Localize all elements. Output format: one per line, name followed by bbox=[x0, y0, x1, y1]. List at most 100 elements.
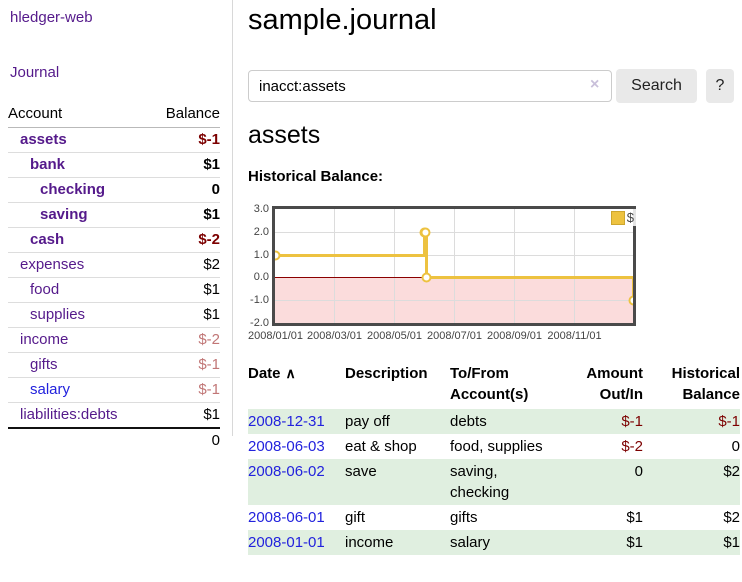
account-link[interactable]: assets bbox=[20, 131, 67, 148]
register-balance: $-1 bbox=[718, 413, 740, 430]
y-axis-tick: 0.0 bbox=[253, 271, 269, 283]
register-date-link[interactable]: 2008-06-02 bbox=[248, 463, 325, 480]
account-link[interactable]: liabilities:debts bbox=[20, 406, 118, 423]
register-accounts: gifts bbox=[450, 509, 478, 526]
register-date-link[interactable]: 2008-01-01 bbox=[248, 534, 325, 551]
account-balance: $1 bbox=[149, 402, 220, 428]
register-row: 2008-06-02 save saving, checking 0 $2 bbox=[248, 459, 740, 505]
sort-ascending-icon: ∧ bbox=[285, 365, 296, 381]
x-axis-tick: 2008/01/01 bbox=[247, 330, 304, 342]
account-balance: $1 bbox=[149, 277, 220, 303]
account-balance: $1 bbox=[149, 202, 220, 228]
register-row: 2008-12-31 pay off debts $-1 $-1 bbox=[248, 409, 740, 434]
balance-chart: 3.0 2.0 1.0 0.0 -1.0 -2.0 2008/01/01 2008/03/0… bbox=[248, 202, 668, 350]
legend-swatch-icon bbox=[610, 210, 625, 225]
register-row: 2008-06-01 gift gifts $1 $2 bbox=[248, 505, 740, 530]
register-date-link[interactable]: 2008-12-31 bbox=[248, 413, 325, 430]
account-row: bank $1 bbox=[8, 152, 220, 178]
account-balance: $2 bbox=[149, 252, 220, 278]
chart-plot-area bbox=[272, 206, 636, 326]
account-row: supplies $1 bbox=[8, 302, 220, 328]
search-input[interactable] bbox=[248, 70, 612, 102]
account-row: salary $-1 bbox=[8, 377, 220, 403]
register-amount: $-2 bbox=[621, 438, 643, 455]
chart-legend: $ bbox=[608, 209, 636, 226]
account-heading: assets bbox=[248, 121, 321, 149]
y-axis-tick: -2.0 bbox=[250, 317, 269, 329]
account-link[interactable]: bank bbox=[30, 156, 66, 173]
help-button[interactable]: ? bbox=[706, 69, 734, 103]
y-axis-tick: 3.0 bbox=[253, 203, 269, 215]
account-link[interactable]: checking bbox=[40, 181, 106, 198]
account-row: income $-2 bbox=[8, 327, 220, 353]
account-balance: $-1 bbox=[198, 131, 220, 148]
register-accounts: food, supplies bbox=[450, 438, 543, 455]
register-balance: $2 bbox=[723, 463, 740, 480]
register-amount: $1 bbox=[626, 509, 643, 526]
account-row: assets $-1 bbox=[8, 128, 220, 153]
sidebar: hledger-web Journal Account Balance asse… bbox=[0, 0, 233, 582]
register-row: 2008-06-03 eat & shop food, supplies $-2 0 bbox=[248, 434, 740, 459]
page-title: sample.journal bbox=[248, 4, 437, 36]
register-column-description: Description bbox=[345, 365, 428, 382]
register-column-date[interactable]: Date ∧ bbox=[248, 365, 296, 382]
account-row: expenses $2 bbox=[8, 252, 220, 278]
register-description: gift bbox=[345, 509, 366, 526]
chart-title: Historical Balance: bbox=[248, 168, 384, 185]
y-axis-tick: 2.0 bbox=[253, 226, 269, 238]
account-row: saving $1 bbox=[8, 202, 220, 228]
register-balance: $1 bbox=[723, 534, 740, 551]
register-amount: $-1 bbox=[621, 413, 643, 430]
account-balance: $-1 bbox=[149, 377, 220, 403]
register-date-cell: 2008-06-03 bbox=[248, 434, 345, 459]
register-amount: 0 bbox=[634, 463, 643, 480]
register-description: eat & shop bbox=[345, 438, 417, 455]
register-date-cell: 2008-06-01 bbox=[248, 505, 345, 530]
account-link[interactable]: gifts bbox=[30, 356, 58, 373]
register-balance: 0 bbox=[731, 438, 740, 455]
account-row: liabilities:debts $1 bbox=[8, 402, 220, 428]
account-link[interactable]: salary bbox=[30, 381, 71, 398]
account-balance: $1 bbox=[149, 152, 220, 178]
account-row: gifts $-1 bbox=[8, 352, 220, 378]
accounts-table: Account Balance assets $-1 bank $1 checking 0… bbox=[8, 101, 220, 453]
x-axis-tick: 2008/11/01 bbox=[547, 330, 602, 342]
account-balance: $-1 bbox=[149, 352, 220, 378]
accounts-column-account: Account bbox=[8, 101, 150, 128]
register-date-link[interactable]: 2008-06-03 bbox=[248, 438, 325, 455]
register-description: income bbox=[345, 534, 394, 551]
register-accounts: saving, checking bbox=[450, 463, 510, 501]
account-balance: $1 bbox=[149, 302, 220, 328]
register-date-link[interactable]: 2008-06-01 bbox=[248, 509, 325, 526]
y-axis-tick: 1.0 bbox=[253, 249, 269, 261]
y-axis-tick: -1.0 bbox=[250, 294, 269, 306]
register-column-balance: Historical Balance bbox=[671, 365, 740, 403]
accounts-column-balance: Balance bbox=[149, 101, 220, 128]
register-date-cell: 2008-12-31 bbox=[248, 409, 345, 434]
register-column-amount: Amount Out/In bbox=[586, 365, 643, 403]
register-table: Date ∧ Description To/From Account(s) Amo… bbox=[248, 363, 740, 555]
register-amount: $1 bbox=[626, 534, 643, 551]
register-date-cell: 2008-01-01 bbox=[248, 530, 345, 555]
accounts-total: 0 bbox=[149, 427, 220, 453]
account-link[interactable]: supplies bbox=[30, 306, 86, 323]
clear-search-icon[interactable]: × bbox=[590, 76, 600, 93]
search-button[interactable]: Search bbox=[616, 69, 697, 103]
brand-link[interactable]: hledger-web bbox=[10, 9, 93, 26]
register-accounts: debts bbox=[450, 413, 487, 430]
account-link[interactable]: cash bbox=[30, 231, 65, 248]
account-link[interactable]: food bbox=[30, 281, 60, 298]
register-description: save bbox=[345, 463, 377, 480]
legend-label: $ bbox=[626, 210, 634, 225]
account-link[interactable]: expenses bbox=[20, 256, 85, 273]
account-link[interactable]: saving bbox=[40, 206, 88, 223]
x-axis-tick: 2008/03/01 bbox=[306, 330, 363, 342]
register-accounts: salary bbox=[450, 534, 491, 551]
register-date-cell: 2008-06-02 bbox=[248, 459, 345, 505]
account-balance: $-2 bbox=[149, 327, 220, 353]
register-row: 2008-01-01 income salary $1 $1 bbox=[248, 530, 740, 555]
sidebar-divider bbox=[232, 0, 233, 436]
sidebar-item-journal[interactable]: Journal bbox=[10, 64, 60, 81]
account-row: cash $-2 bbox=[8, 227, 220, 253]
account-link[interactable]: income bbox=[20, 331, 69, 348]
